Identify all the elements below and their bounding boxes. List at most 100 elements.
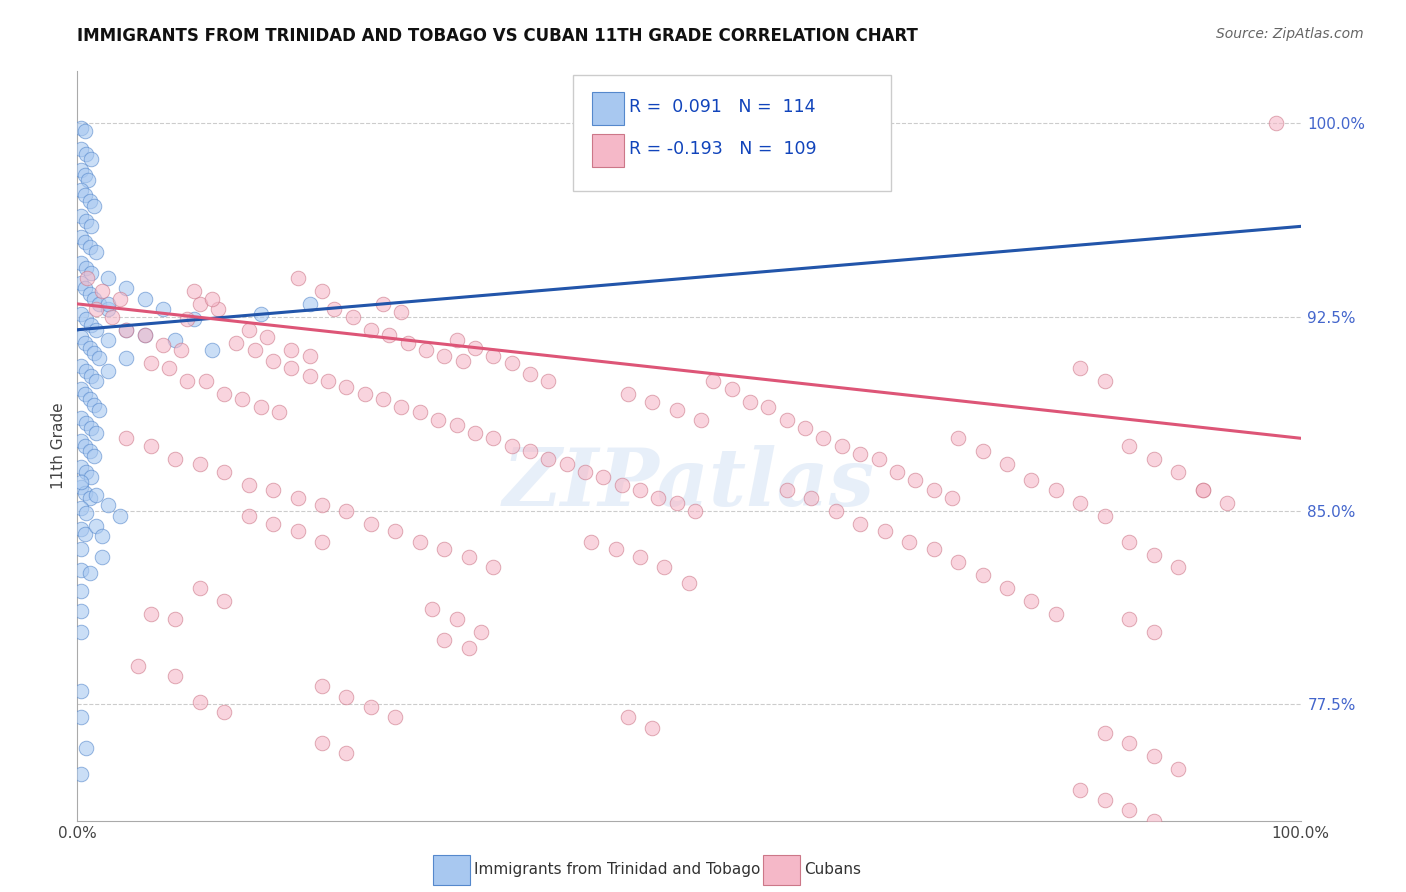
Text: Source: ZipAtlas.com: Source: ZipAtlas.com	[1216, 27, 1364, 41]
Point	[70, 710, 93, 724]
Point	[70, 410, 93, 425]
Point	[89, 297, 111, 311]
Point	[555, 457, 578, 471]
Point	[740, 395, 762, 409]
Point	[972, 568, 994, 582]
Point	[250, 307, 273, 321]
Point	[183, 284, 205, 298]
Point	[617, 710, 640, 724]
Point	[353, 387, 375, 401]
Point	[690, 413, 713, 427]
Point	[75, 312, 97, 326]
Point	[70, 459, 93, 474]
Point	[83, 199, 105, 213]
Point	[212, 594, 235, 608]
Point	[995, 581, 1018, 595]
Point	[80, 369, 103, 384]
FancyBboxPatch shape	[572, 75, 891, 191]
Point	[84, 301, 107, 316]
Point	[108, 508, 131, 523]
Point	[77, 173, 100, 187]
Point	[201, 343, 224, 358]
Point	[1021, 594, 1043, 608]
Point	[446, 418, 468, 433]
Point	[139, 356, 162, 370]
Point	[641, 395, 664, 409]
Point	[946, 555, 969, 569]
Point	[360, 516, 382, 531]
Point	[873, 524, 896, 539]
Point	[225, 335, 247, 350]
Point	[1094, 508, 1116, 523]
Text: R =  0.091   N =  114: R = 0.091 N = 114	[628, 98, 815, 116]
Point	[371, 392, 394, 407]
Point	[1045, 607, 1067, 621]
Point	[464, 341, 486, 355]
Point	[335, 503, 357, 517]
Point	[176, 312, 198, 326]
Point	[886, 465, 908, 479]
Point	[311, 284, 333, 298]
Point	[335, 379, 357, 393]
Point	[537, 451, 560, 466]
Point	[342, 310, 364, 324]
Point	[922, 483, 945, 497]
Point	[83, 450, 105, 464]
Point	[70, 142, 93, 156]
Point	[409, 534, 432, 549]
Point	[1143, 814, 1166, 828]
Point	[1069, 782, 1091, 797]
Point	[70, 277, 93, 291]
Point	[482, 560, 505, 574]
Point	[384, 710, 406, 724]
Point	[80, 421, 103, 435]
Point	[79, 341, 101, 355]
Point	[79, 194, 101, 208]
Point	[84, 426, 107, 441]
Point	[207, 301, 229, 316]
Point	[1143, 749, 1166, 764]
Point	[75, 214, 97, 228]
Point	[70, 255, 93, 269]
Point	[391, 401, 413, 415]
Point	[165, 451, 187, 466]
Point	[311, 736, 333, 750]
Point	[256, 330, 278, 344]
Point	[212, 465, 235, 479]
Point	[1045, 483, 1067, 497]
Point	[420, 601, 443, 615]
Point	[75, 741, 97, 756]
Point	[371, 297, 394, 311]
Point	[1118, 736, 1140, 750]
Point	[391, 304, 413, 318]
Point	[79, 444, 101, 458]
Point	[80, 470, 103, 484]
Point	[280, 361, 302, 376]
Point	[298, 369, 321, 384]
Point	[115, 351, 138, 366]
Point	[396, 335, 419, 350]
Point	[83, 346, 105, 360]
Point	[427, 413, 450, 427]
Point	[628, 483, 651, 497]
Point	[311, 534, 333, 549]
Point	[323, 301, 346, 316]
Point	[75, 465, 97, 479]
Point	[813, 431, 835, 445]
Point	[70, 209, 93, 223]
Point	[457, 640, 479, 655]
Point	[1069, 361, 1091, 376]
Point	[433, 349, 456, 363]
Point	[758, 401, 780, 415]
Text: IMMIGRANTS FROM TRINIDAD AND TOBAGO VS CUBAN 11TH GRADE CORRELATION CHART: IMMIGRANTS FROM TRINIDAD AND TOBAGO VS C…	[77, 27, 918, 45]
Point	[212, 705, 235, 719]
Point	[1021, 473, 1043, 487]
Point	[70, 604, 93, 618]
Point	[457, 550, 479, 565]
Point	[243, 343, 266, 358]
Point	[617, 387, 640, 401]
Point	[678, 576, 700, 591]
Point	[922, 542, 945, 557]
Point	[824, 503, 846, 517]
Point	[592, 470, 614, 484]
